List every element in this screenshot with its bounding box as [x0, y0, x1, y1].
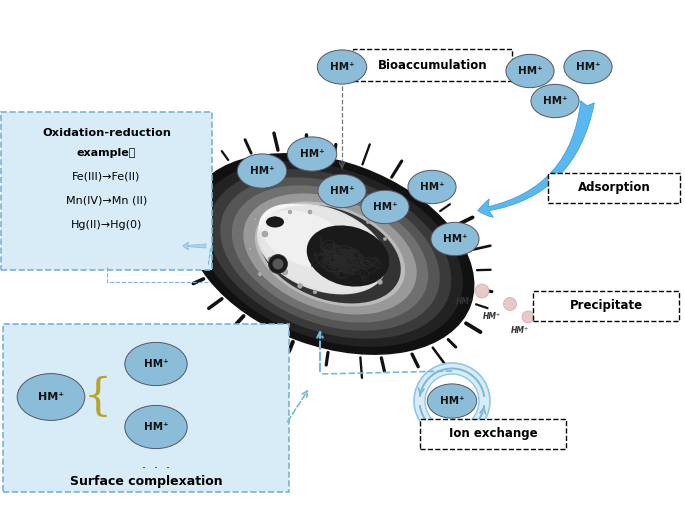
FancyArrowPatch shape	[477, 101, 595, 217]
Text: SO₄²⁻: SO₄²⁻	[140, 359, 171, 369]
Text: HM⁺: HM⁺	[483, 312, 501, 321]
Ellipse shape	[266, 209, 394, 298]
Ellipse shape	[17, 373, 85, 421]
Circle shape	[308, 210, 312, 214]
Ellipse shape	[266, 216, 284, 227]
Text: NH₂: NH₂	[145, 422, 167, 432]
Ellipse shape	[237, 154, 287, 188]
FancyBboxPatch shape	[420, 419, 566, 449]
Circle shape	[522, 311, 534, 323]
FancyArrowPatch shape	[183, 242, 206, 250]
Text: HM⁺: HM⁺	[300, 149, 324, 159]
Text: HM⁺: HM⁺	[38, 392, 64, 402]
Ellipse shape	[408, 170, 456, 204]
Ellipse shape	[506, 54, 554, 88]
Text: HM⁺: HM⁺	[543, 96, 567, 106]
Ellipse shape	[307, 225, 389, 287]
Ellipse shape	[259, 204, 351, 268]
Ellipse shape	[186, 153, 475, 355]
Text: HM⁺: HM⁺	[420, 182, 445, 192]
Circle shape	[288, 210, 292, 214]
Circle shape	[253, 217, 257, 221]
Text: Precipitate: Precipitate	[569, 299, 643, 313]
Circle shape	[377, 279, 382, 285]
Ellipse shape	[255, 202, 405, 306]
Circle shape	[503, 297, 516, 311]
Ellipse shape	[287, 137, 337, 171]
Text: HM⁺: HM⁺	[144, 359, 169, 369]
Text: Fe(III)→Fe(II): Fe(III)→Fe(II)	[73, 172, 140, 182]
FancyBboxPatch shape	[3, 324, 289, 492]
Text: HM⁺: HM⁺	[511, 326, 529, 335]
Text: Oxidation-reduction: Oxidation-reduction	[42, 128, 171, 138]
Ellipse shape	[260, 206, 384, 293]
Text: HM⁺: HM⁺	[329, 186, 354, 196]
Ellipse shape	[232, 185, 428, 323]
Text: ·  ·  ·: · · ·	[142, 462, 170, 476]
Circle shape	[366, 220, 370, 224]
Text: {: {	[84, 376, 112, 418]
Ellipse shape	[209, 169, 451, 339]
Text: HM⁺: HM⁺	[456, 297, 474, 306]
Text: Surface complexation: Surface complexation	[70, 475, 223, 488]
Ellipse shape	[431, 222, 479, 256]
Ellipse shape	[260, 206, 384, 293]
Ellipse shape	[427, 384, 477, 418]
Circle shape	[297, 284, 303, 288]
Circle shape	[475, 284, 489, 298]
FancyBboxPatch shape	[533, 291, 679, 321]
Text: HM⁺: HM⁺	[518, 66, 543, 76]
Ellipse shape	[125, 342, 187, 386]
FancyBboxPatch shape	[1, 112, 212, 270]
Ellipse shape	[361, 190, 409, 224]
Circle shape	[262, 231, 268, 237]
Text: Bioaccumulation: Bioaccumulation	[378, 59, 488, 71]
Circle shape	[258, 272, 262, 276]
Text: HM⁺: HM⁺	[440, 396, 464, 406]
Text: Ion exchange: Ion exchange	[449, 427, 537, 441]
Circle shape	[313, 290, 317, 294]
Ellipse shape	[531, 84, 579, 117]
Text: Adsorption: Adsorption	[577, 181, 650, 195]
Circle shape	[282, 269, 288, 275]
Text: HM⁺: HM⁺	[575, 62, 600, 72]
Text: HM⁺: HM⁺	[443, 234, 467, 244]
Ellipse shape	[266, 212, 324, 252]
Text: HM⁺: HM⁺	[329, 62, 354, 72]
Text: HM⁺: HM⁺	[144, 422, 169, 432]
Ellipse shape	[257, 204, 387, 295]
Ellipse shape	[317, 50, 366, 84]
Circle shape	[268, 257, 272, 261]
Text: HM⁺: HM⁺	[373, 202, 397, 212]
Circle shape	[273, 259, 284, 269]
FancyBboxPatch shape	[548, 173, 680, 203]
Text: Hg(II)→Hg(0): Hg(II)→Hg(0)	[71, 220, 142, 230]
Circle shape	[414, 363, 490, 439]
Text: example：: example：	[77, 148, 136, 158]
Ellipse shape	[220, 177, 440, 331]
Ellipse shape	[125, 405, 187, 449]
Circle shape	[273, 216, 277, 222]
Circle shape	[248, 247, 252, 251]
FancyBboxPatch shape	[353, 49, 512, 81]
Ellipse shape	[197, 161, 463, 347]
Ellipse shape	[259, 205, 401, 304]
Ellipse shape	[262, 210, 348, 268]
Ellipse shape	[243, 194, 416, 315]
Ellipse shape	[564, 50, 612, 84]
Circle shape	[383, 237, 387, 241]
Text: HM⁺: HM⁺	[250, 166, 274, 176]
Text: Mn(IV)→Mn (II): Mn(IV)→Mn (II)	[66, 196, 147, 206]
Circle shape	[269, 254, 288, 273]
Ellipse shape	[318, 175, 366, 208]
Circle shape	[425, 374, 479, 428]
